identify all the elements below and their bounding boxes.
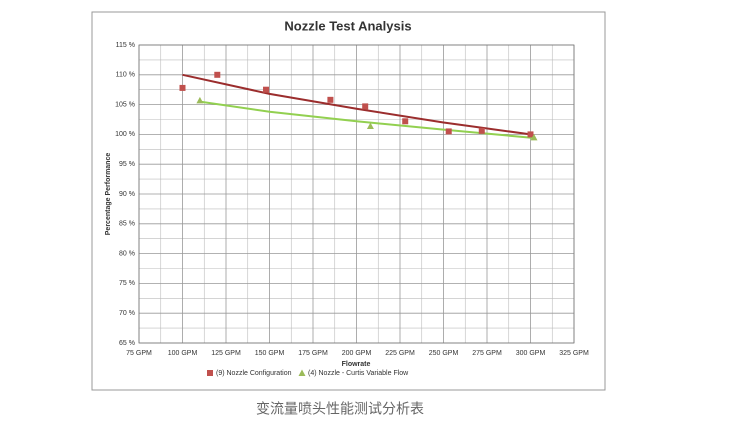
marker xyxy=(530,133,538,141)
caption: 变流量喷头性能测试分析表 xyxy=(256,401,424,417)
x-tick-label: 75 GPM xyxy=(126,350,152,357)
y-axis-label: Percentage Performance xyxy=(105,153,112,236)
x-tick-label: 225 GPM xyxy=(385,350,415,357)
marker xyxy=(366,122,374,130)
y-tick-label: 95 % xyxy=(119,161,135,168)
marker xyxy=(402,118,409,125)
y-tick-label: 90 % xyxy=(119,191,135,198)
trend-line xyxy=(182,73,531,136)
x-tick-label: 325 GPM xyxy=(559,350,589,357)
y-tick-label: 85 % xyxy=(119,221,135,228)
x-tick-label: 150 GPM xyxy=(255,350,285,357)
trend-line xyxy=(199,100,535,139)
marker xyxy=(179,84,186,91)
marker xyxy=(478,127,485,134)
marker xyxy=(196,96,204,104)
x-tick-label: 300 GPM xyxy=(516,350,546,357)
x-tick-label: 250 GPM xyxy=(429,350,459,357)
marker xyxy=(527,131,534,138)
y-tick-label: 70 % xyxy=(119,310,135,317)
y-tick-label: 100 % xyxy=(115,131,135,138)
y-tick-label: 75 % xyxy=(119,280,135,287)
x-tick-label: 125 GPM xyxy=(211,350,241,357)
legend-label: (9) Nozzle Configuration xyxy=(216,370,292,377)
y-tick-label: 105 % xyxy=(115,101,135,108)
x-axis-label: Flowrate xyxy=(342,361,371,368)
marker xyxy=(327,96,334,103)
x-tick-label: 200 GPM xyxy=(342,350,372,357)
y-tick-label: 110 % xyxy=(116,72,135,79)
marker xyxy=(263,86,270,93)
legend-marker xyxy=(207,370,213,376)
chart-title: Nozzle Test Analysis xyxy=(284,18,411,33)
chart-frame xyxy=(91,11,606,391)
marker xyxy=(362,103,369,110)
marker xyxy=(445,128,452,135)
x-tick-label: 175 GPM xyxy=(298,350,328,357)
y-tick-label: 115 % xyxy=(116,42,135,49)
y-tick-label: 65 % xyxy=(119,340,135,347)
marker xyxy=(214,71,221,78)
x-tick-label: 100 GPM xyxy=(168,350,198,357)
plot-border xyxy=(138,44,575,344)
legend-label: (4) Nozzle - Curtis Variable Flow xyxy=(308,370,409,377)
legend-marker xyxy=(298,369,306,376)
y-tick-label: 80 % xyxy=(119,250,135,257)
x-tick-label: 275 GPM xyxy=(472,350,502,357)
